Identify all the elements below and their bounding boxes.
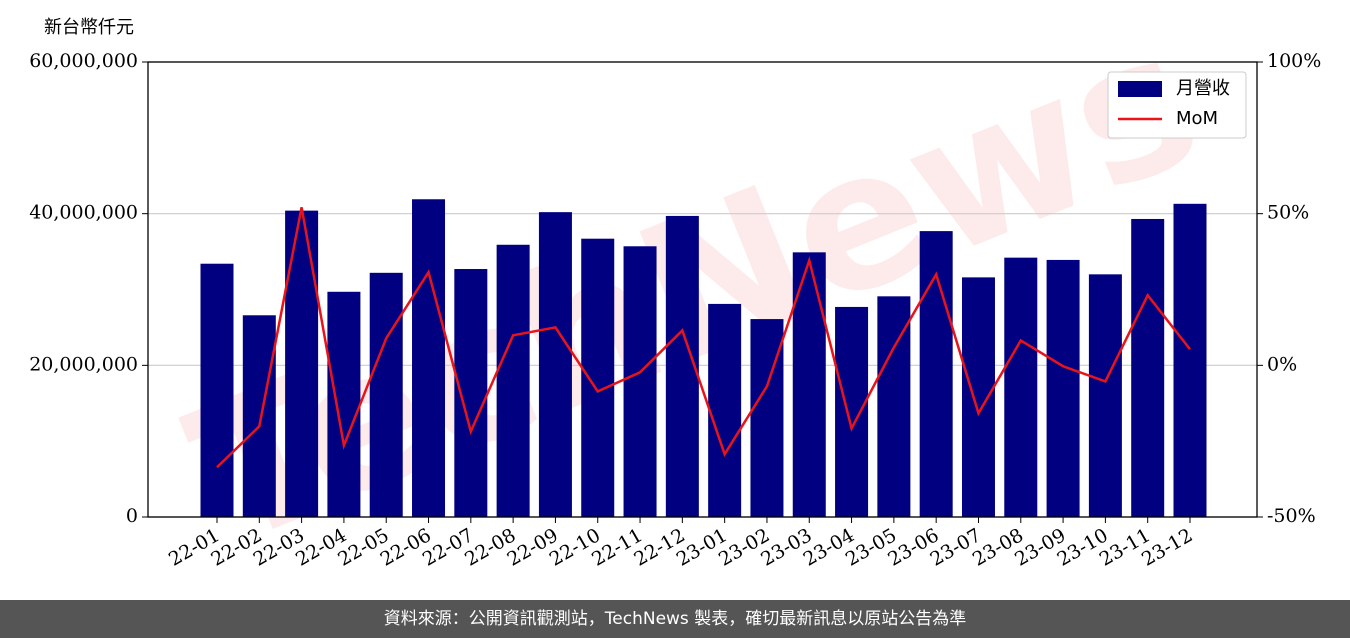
y-tick-label: 20,000,000 (29, 353, 138, 375)
bar (708, 303, 742, 517)
chart: 新台幣仟元 TechNews 020,000,00040,000,00060,0… (29, 0, 1321, 588)
y2-tick-label: 0% (1267, 353, 1297, 375)
legend-label: MoM (1176, 108, 1218, 129)
bar (1131, 218, 1165, 517)
bar (454, 269, 488, 517)
y-tick-label: 40,000,000 (29, 202, 138, 224)
bar (538, 212, 572, 517)
y2-tick-label: -50% (1267, 505, 1316, 527)
bar (877, 296, 911, 517)
bar (1088, 274, 1122, 517)
legend-swatch (1118, 81, 1162, 97)
bar (1046, 259, 1080, 517)
bar (581, 238, 615, 518)
bar (1004, 257, 1038, 517)
bar (369, 272, 403, 517)
bar (919, 231, 953, 517)
y-tick-label: 60,000,000 (29, 50, 138, 72)
y2-tick-label: 50% (1267, 202, 1309, 224)
bar (285, 210, 319, 517)
bar (496, 244, 530, 517)
bar (1173, 203, 1207, 517)
bar (200, 263, 234, 517)
line (216, 207, 1191, 469)
footer: 資料來源：公開資訊觀測站，TechNews 製表，確切最新訊息以原站公告為準 (0, 600, 1350, 638)
bar (623, 246, 657, 517)
y-tick-label: 0 (126, 505, 138, 527)
bar (835, 306, 869, 517)
bar (961, 277, 995, 517)
y2-tick-label: 100% (1267, 50, 1321, 72)
legend-label: 月營收 (1176, 78, 1230, 99)
bar (327, 291, 361, 517)
plot-frame (147, 61, 1258, 518)
bar (412, 199, 446, 517)
y-axis-label: 新台幣仟元 (44, 17, 134, 38)
bar (242, 315, 276, 517)
